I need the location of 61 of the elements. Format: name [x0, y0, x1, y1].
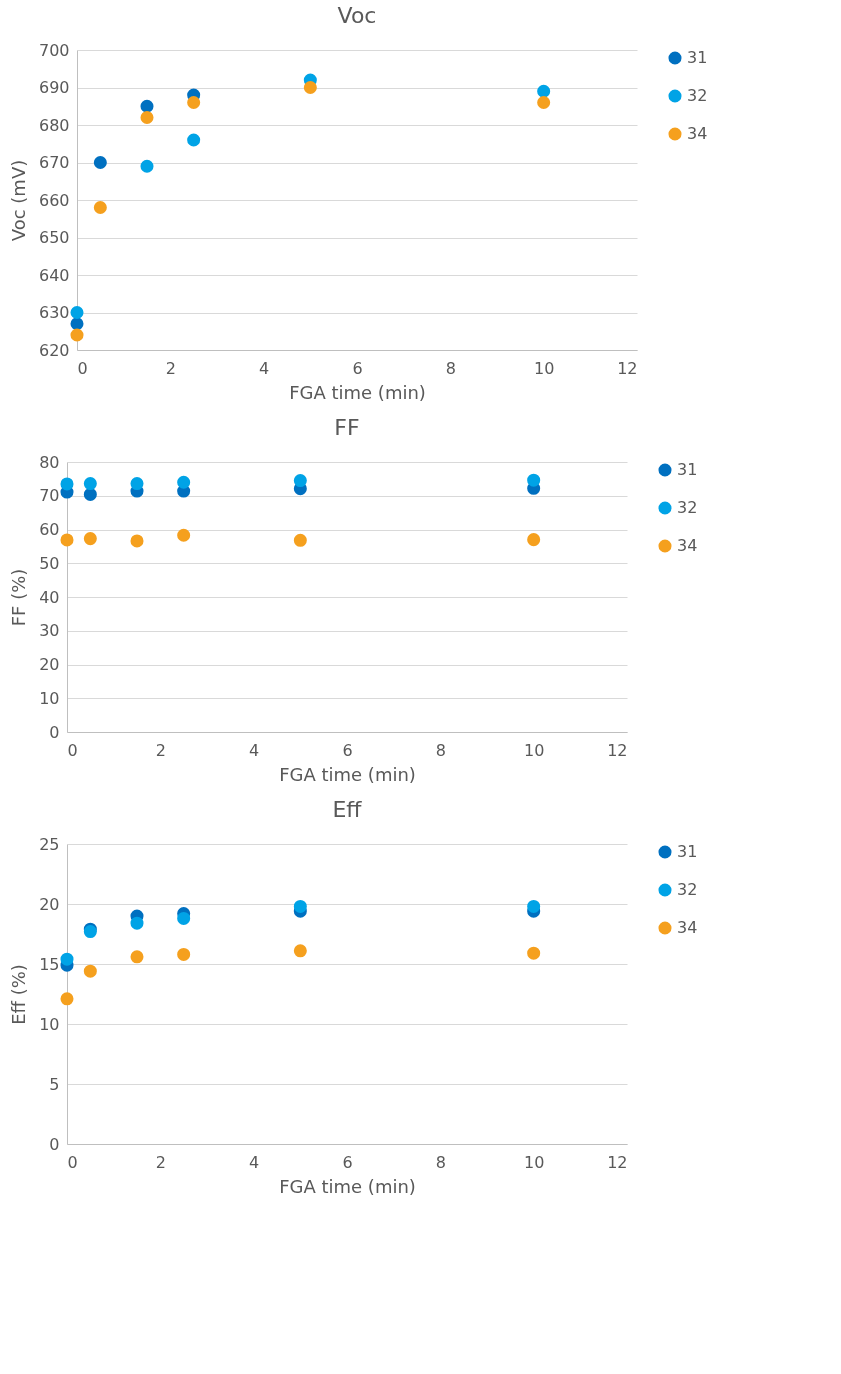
- legend-label: 34: [677, 918, 698, 937]
- y-tick-label: 20: [39, 655, 60, 674]
- y-tick-label: 20: [39, 894, 60, 914]
- y-tick-label: 25: [39, 834, 60, 854]
- y-tick-label: 30: [39, 621, 60, 641]
- x-tick-label: 10: [523, 1152, 545, 1172]
- x-tick-label: 12: [607, 740, 628, 760]
- x-tick-label: 6: [352, 358, 363, 378]
- x-tick-label: 8: [445, 358, 456, 378]
- y-tick-label: 10: [39, 1014, 60, 1034]
- y-tick-label: 10: [39, 688, 60, 708]
- y-tick-label: 700: [38, 40, 70, 60]
- y-tick-label: 650: [38, 228, 70, 247]
- chart-title: FF: [334, 415, 360, 440]
- y-tick-label: 40: [39, 587, 60, 607]
- x-tick-label: 10: [523, 740, 545, 760]
- x-tick-label: 4: [249, 1152, 260, 1172]
- x-tick-label: 2: [165, 358, 176, 378]
- x-tick-label: 2: [155, 1152, 166, 1172]
- legend-label: 32: [677, 880, 698, 899]
- x-tick-label: 4: [259, 358, 270, 378]
- y-tick-label: 640: [38, 265, 70, 285]
- legend-label: 34: [677, 536, 698, 555]
- chart-title: Eff: [332, 797, 363, 822]
- legend-label: 31: [687, 48, 708, 67]
- y-tick-label: 680: [38, 115, 70, 135]
- x-tick-label: 8: [435, 740, 446, 760]
- y-axis-title: Eff (%): [8, 964, 30, 1025]
- y-tick-label: 620: [38, 340, 70, 360]
- y-axis-title: Voc (mV): [7, 159, 29, 242]
- chart-title: Voc: [337, 3, 377, 28]
- y-tick-label: 0: [49, 722, 60, 742]
- x-axis-title: FGA time (min): [289, 381, 426, 403]
- x-axis-title: FGA time (min): [279, 763, 416, 785]
- x-tick-label: 8: [435, 1152, 446, 1172]
- x-axis-title: FGA time (min): [279, 1175, 416, 1197]
- x-tick-label: 0: [77, 358, 88, 378]
- y-tick-label: 660: [38, 190, 70, 210]
- y-tick-label: 15: [39, 954, 60, 974]
- legend-label: 32: [677, 498, 698, 517]
- x-tick-label: 6: [342, 1152, 353, 1172]
- y-tick-label: 670: [38, 153, 70, 172]
- x-tick-label: 6: [342, 740, 353, 760]
- y-tick-label: 630: [38, 303, 70, 322]
- y-tick-label: 80: [39, 452, 60, 472]
- legend-label: 34: [687, 124, 708, 143]
- y-tick-label: 0: [49, 1134, 60, 1154]
- x-tick-label: 2: [155, 740, 166, 760]
- x-tick-label: 10: [533, 358, 555, 378]
- legend-label: 32: [687, 86, 708, 105]
- y-tick-label: 5: [49, 1074, 60, 1094]
- y-tick-label: 690: [38, 78, 70, 97]
- x-tick-label: 4: [249, 740, 260, 760]
- y-tick-label: 50: [39, 553, 60, 573]
- x-tick-label: 12: [607, 1152, 628, 1172]
- y-tick-label: 70: [39, 486, 60, 506]
- legend-label: 31: [677, 460, 698, 479]
- x-tick-label: 12: [617, 358, 638, 378]
- y-tick-label: 60: [39, 520, 60, 539]
- y-axis-title: FF (%): [8, 568, 30, 627]
- legend-label: 31: [677, 842, 698, 861]
